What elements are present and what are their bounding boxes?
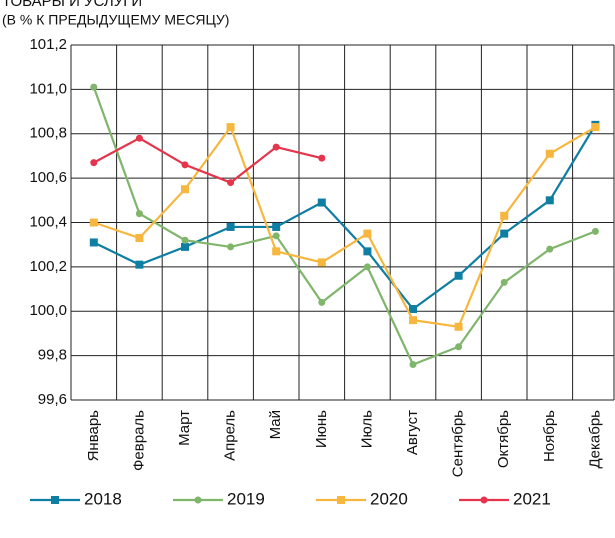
point (89, 218, 98, 227)
legend-label: 2019 (227, 489, 265, 508)
chart-title: ТОВАРЫ И УСЛУГИ (2, 0, 142, 10)
chart-subtitle: (В % К ПРЕДЫДУЩЕМУ МЕСЯЦУ) (2, 12, 229, 28)
point (90, 159, 98, 167)
point (227, 243, 235, 251)
point (90, 83, 98, 91)
x-tick-label: Декабрь (586, 410, 603, 469)
point (409, 361, 417, 368)
series-line (93, 124, 596, 328)
legend-label: 2018 (84, 489, 122, 508)
x-tick-label: Апрель (222, 410, 239, 461)
legend-marker (51, 496, 59, 504)
y-tick-label: 100,6 (29, 169, 67, 186)
point (227, 179, 235, 187)
point (363, 247, 372, 256)
point (454, 271, 463, 280)
legend-label: 2021 (513, 489, 551, 508)
x-tick-label: Февраль (130, 410, 147, 471)
point (135, 210, 143, 218)
point (318, 154, 326, 162)
point (500, 278, 508, 286)
x-tick-label: Июнь (313, 410, 330, 448)
series-line (93, 136, 323, 184)
point (500, 211, 509, 220)
point (591, 227, 599, 235)
y-tick-label: 100,8 (29, 125, 67, 142)
point (181, 161, 189, 169)
point (454, 322, 463, 331)
legend-marker (480, 496, 488, 504)
point (363, 229, 372, 238)
point (455, 343, 463, 351)
y-tick-label: 101,2 (29, 36, 67, 53)
y-tick-label: 100,4 (29, 213, 67, 230)
y-tick-label: 101,0 (29, 80, 67, 97)
y-tick-label: 100,2 (29, 258, 67, 275)
point (409, 316, 417, 325)
point (363, 263, 371, 271)
x-tick-label: Январь (85, 410, 102, 462)
point (135, 234, 144, 243)
point (135, 260, 144, 269)
point (317, 198, 326, 207)
point (318, 298, 326, 306)
x-tick-label: Июль (358, 410, 375, 448)
point (135, 134, 143, 142)
legend-label: 2020 (370, 489, 408, 508)
x-tick-label: Август (404, 410, 421, 455)
point (181, 185, 189, 194)
point (409, 305, 417, 314)
point (500, 229, 509, 238)
point (181, 236, 189, 244)
series-line (92, 86, 596, 366)
x-tick-label: Ноябрь (541, 410, 558, 462)
point (272, 222, 281, 231)
x-tick-label: Октябрь (495, 410, 512, 468)
point (317, 258, 326, 267)
x-tick-label: Март (176, 410, 193, 446)
point (546, 245, 554, 253)
point (272, 232, 280, 240)
legend-marker (337, 496, 345, 504)
x-tick-label: Май (267, 410, 284, 439)
point (226, 123, 235, 132)
point (181, 242, 189, 251)
series-line (93, 124, 597, 311)
point (89, 238, 98, 247)
point (545, 196, 554, 205)
y-tick-label: 100,0 (29, 302, 67, 319)
point (591, 123, 600, 132)
y-tick-label: 99,8 (38, 347, 67, 364)
point (272, 143, 280, 151)
y-tick-label: 99,6 (38, 391, 67, 408)
point (272, 247, 281, 256)
point (545, 149, 554, 158)
point (226, 222, 235, 231)
x-tick-label: Сентябрь (450, 410, 467, 477)
legend-marker (194, 496, 202, 504)
